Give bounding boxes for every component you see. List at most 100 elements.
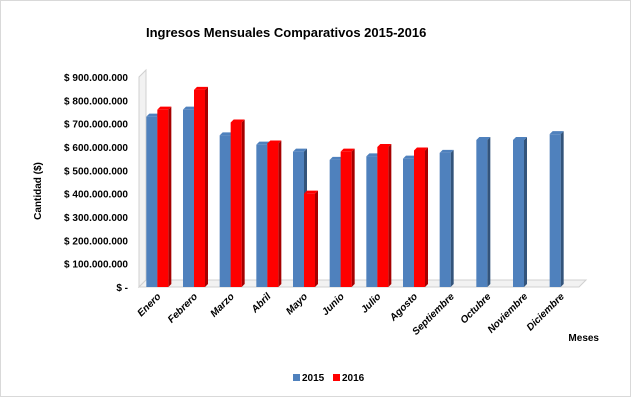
bar-2015-octubre bbox=[476, 137, 491, 287]
x-tick-label: Octubre bbox=[459, 291, 494, 326]
legend-label-2016: 2016 bbox=[342, 373, 365, 384]
bar-top bbox=[403, 155, 417, 159]
bar-top bbox=[157, 106, 172, 110]
bar-side bbox=[450, 149, 454, 287]
y-tick-label: $ 500.000.000 bbox=[64, 166, 128, 177]
bar-front bbox=[219, 135, 231, 287]
bar-top bbox=[183, 106, 197, 110]
chart-title: Ingresos Mensuales Comparativos 2015-201… bbox=[146, 25, 426, 40]
x-tick-label: Diciembre bbox=[525, 291, 567, 333]
bar-front bbox=[157, 109, 169, 288]
bar-front bbox=[256, 144, 268, 287]
x-tick-label: Enero bbox=[136, 291, 164, 319]
bar-side bbox=[388, 144, 392, 287]
y-tick-label: $ 700.000.000 bbox=[64, 120, 128, 131]
bar-top bbox=[414, 147, 428, 151]
x-axis-floor bbox=[137, 279, 588, 288]
y-tick-label: $ 800.000.000 bbox=[64, 96, 128, 107]
y-tick-label: $ - bbox=[116, 283, 128, 294]
bar-2015-noviembre bbox=[513, 137, 527, 287]
bar-front bbox=[146, 116, 158, 288]
bar-side bbox=[425, 147, 428, 287]
bar-2015-septiembre bbox=[439, 149, 454, 287]
bar-front bbox=[476, 140, 488, 287]
bar-top bbox=[439, 149, 454, 153]
y-tick-label: $ 100.000.000 bbox=[64, 260, 128, 271]
bar-2016-junio bbox=[340, 148, 355, 287]
x-tick-labels: Enero Febrero Marzo Abril Mayo Junio Julio Agos… bbox=[136, 291, 567, 338]
bar-front bbox=[403, 158, 414, 287]
bar-top bbox=[146, 113, 161, 117]
legend-swatch-2015 bbox=[293, 374, 300, 381]
bar-front bbox=[513, 140, 524, 287]
y-tick-label: $ 600.000.000 bbox=[64, 143, 128, 154]
bar-front bbox=[194, 89, 205, 287]
bar-top bbox=[549, 131, 564, 135]
bar-2016-julio bbox=[377, 144, 392, 287]
bar-top bbox=[194, 86, 208, 90]
bar-side bbox=[487, 137, 491, 287]
bar-top bbox=[219, 132, 234, 136]
x-tick-label: Agosto bbox=[387, 291, 420, 324]
bar-top bbox=[340, 148, 355, 152]
bar-top bbox=[256, 141, 271, 145]
bar-front bbox=[267, 143, 279, 287]
bar-side bbox=[168, 106, 172, 288]
y-tick-label: $ 300.000.000 bbox=[64, 213, 128, 224]
y-tick-labels: $ - $ 100.000.000 $ 200.000.000 $ 300.000.0… bbox=[64, 73, 128, 294]
y-axis-wall bbox=[138, 68, 147, 289]
bar-2016-marzo bbox=[230, 119, 245, 287]
x-tick-label: Marzo bbox=[209, 291, 237, 319]
bar-front bbox=[340, 151, 352, 287]
bar-front bbox=[293, 151, 304, 287]
legend: 2015 2016 bbox=[293, 373, 365, 384]
legend-swatch-2016 bbox=[333, 374, 340, 381]
bar-2016-enero bbox=[157, 106, 172, 288]
bars bbox=[146, 86, 564, 288]
bar-front bbox=[366, 156, 378, 287]
bar-front bbox=[549, 134, 561, 287]
x-tick-label: Junio bbox=[320, 291, 347, 318]
y-axis-label: Cantidad ($) bbox=[33, 162, 44, 220]
bar-side bbox=[315, 190, 318, 287]
axes bbox=[137, 68, 588, 289]
bar-top bbox=[366, 153, 381, 157]
x-tick-label: Febrero bbox=[166, 291, 200, 325]
bar-top bbox=[267, 140, 282, 144]
x-axis-label: Meses bbox=[568, 333, 599, 344]
bar-top bbox=[304, 190, 318, 194]
bar-side bbox=[560, 131, 564, 287]
bar-2016-febrero bbox=[194, 86, 208, 287]
x-tick-label: Noviembre bbox=[486, 291, 531, 336]
bar-top bbox=[513, 137, 527, 140]
bar-front bbox=[414, 150, 425, 287]
bar-2016-agosto bbox=[414, 147, 428, 287]
x-tick-label: Mayo bbox=[284, 291, 310, 317]
bar-top bbox=[476, 137, 491, 140]
bar-front bbox=[329, 159, 341, 287]
bar-2016-mayo bbox=[304, 190, 318, 287]
bar-side bbox=[241, 119, 245, 287]
bar-front bbox=[304, 193, 315, 287]
bar-side bbox=[351, 148, 355, 287]
y-tick-label: $ 400.000.000 bbox=[64, 190, 128, 201]
bar-side bbox=[278, 140, 282, 287]
legend-label-2015: 2015 bbox=[302, 373, 325, 384]
y-tick-label: $ 200.000.000 bbox=[64, 236, 128, 247]
bar-2016-abril bbox=[267, 140, 282, 287]
bar-top bbox=[329, 156, 344, 160]
bar-top bbox=[377, 144, 392, 147]
bar-2015-diciembre bbox=[549, 131, 564, 287]
bar-front bbox=[183, 109, 194, 288]
y-tick-label: $ 900.000.000 bbox=[64, 73, 128, 84]
bar-side bbox=[524, 137, 527, 287]
bar-front bbox=[377, 147, 389, 287]
bar-top bbox=[230, 119, 245, 123]
bar-side bbox=[205, 86, 208, 287]
x-tick-label: Abril bbox=[249, 291, 274, 316]
bar-front bbox=[230, 122, 242, 287]
x-tick-label: Julio bbox=[359, 291, 383, 315]
bar-front bbox=[439, 152, 451, 287]
